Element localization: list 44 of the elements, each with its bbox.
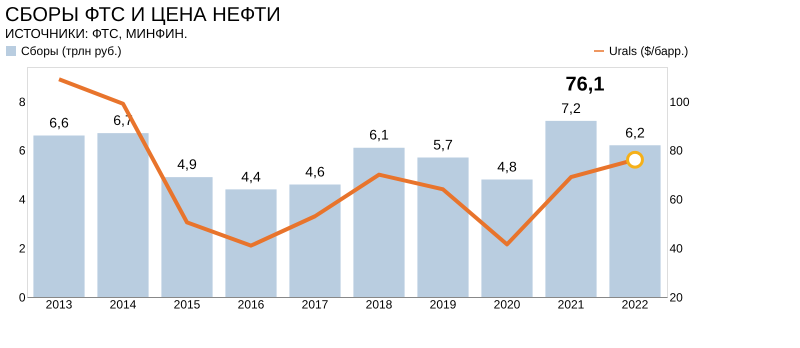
- annotation: 76,1: [566, 74, 604, 96]
- y2-tick-label: 100: [670, 94, 690, 109]
- y2-tick-label: 20: [670, 290, 684, 304]
- y-tick-label: 0: [18, 290, 26, 304]
- y-tick-label: 6: [18, 144, 26, 158]
- y2-tick-label: 40: [670, 242, 684, 256]
- data-label: 4,4: [241, 168, 261, 184]
- y2-tick-label: 60: [670, 192, 684, 207]
- bar: [289, 184, 341, 297]
- data-label: 7,2: [561, 100, 581, 116]
- x-tick-label: 2019: [430, 298, 457, 312]
- legend-label: Urals ($/барр.): [609, 44, 688, 58]
- x-tick-label: 2015: [174, 298, 201, 312]
- chart-title: СБОРЫ ФТС И ЦЕНА НЕФТИ: [5, 4, 281, 26]
- x-tick-label: 2014: [110, 298, 137, 312]
- legend-label: Сборы (трлн руб.): [21, 44, 122, 58]
- x-tick-label: 2020: [494, 298, 521, 312]
- x-tick-label: 2013: [46, 298, 73, 312]
- bar: [97, 133, 149, 297]
- bar: [353, 148, 405, 297]
- x-tick-label: 2021: [558, 298, 585, 312]
- data-label: 6,6: [49, 114, 69, 131]
- x-tick-label: 2022: [622, 298, 649, 312]
- x-tick-label: 2016: [238, 298, 265, 312]
- data-label: 4,8: [497, 158, 517, 175]
- y-tick-label: 8: [18, 94, 26, 109]
- x-tick-label: 2017: [302, 298, 329, 312]
- bar: [161, 177, 213, 297]
- data-label: 4,9: [177, 156, 197, 172]
- bar: [609, 145, 661, 297]
- y2-tick-label: 80: [670, 144, 684, 158]
- chart-subtitle: ИСТОЧНИКИ: ФТС, МИНФИН.: [5, 26, 188, 41]
- data-label: 4,6: [305, 163, 325, 180]
- y-tick-label: 4: [18, 192, 26, 207]
- data-label: 6,1: [369, 126, 389, 143]
- bar: [225, 189, 277, 297]
- y-tick-label: 2: [18, 242, 26, 256]
- bar: [481, 180, 533, 297]
- bar: [417, 158, 469, 297]
- data-label: 6,2: [625, 124, 645, 140]
- bar: [33, 136, 85, 297]
- bar: [545, 120, 597, 297]
- x-tick-label: 2018: [366, 298, 393, 312]
- data-label: 5,7: [433, 136, 453, 153]
